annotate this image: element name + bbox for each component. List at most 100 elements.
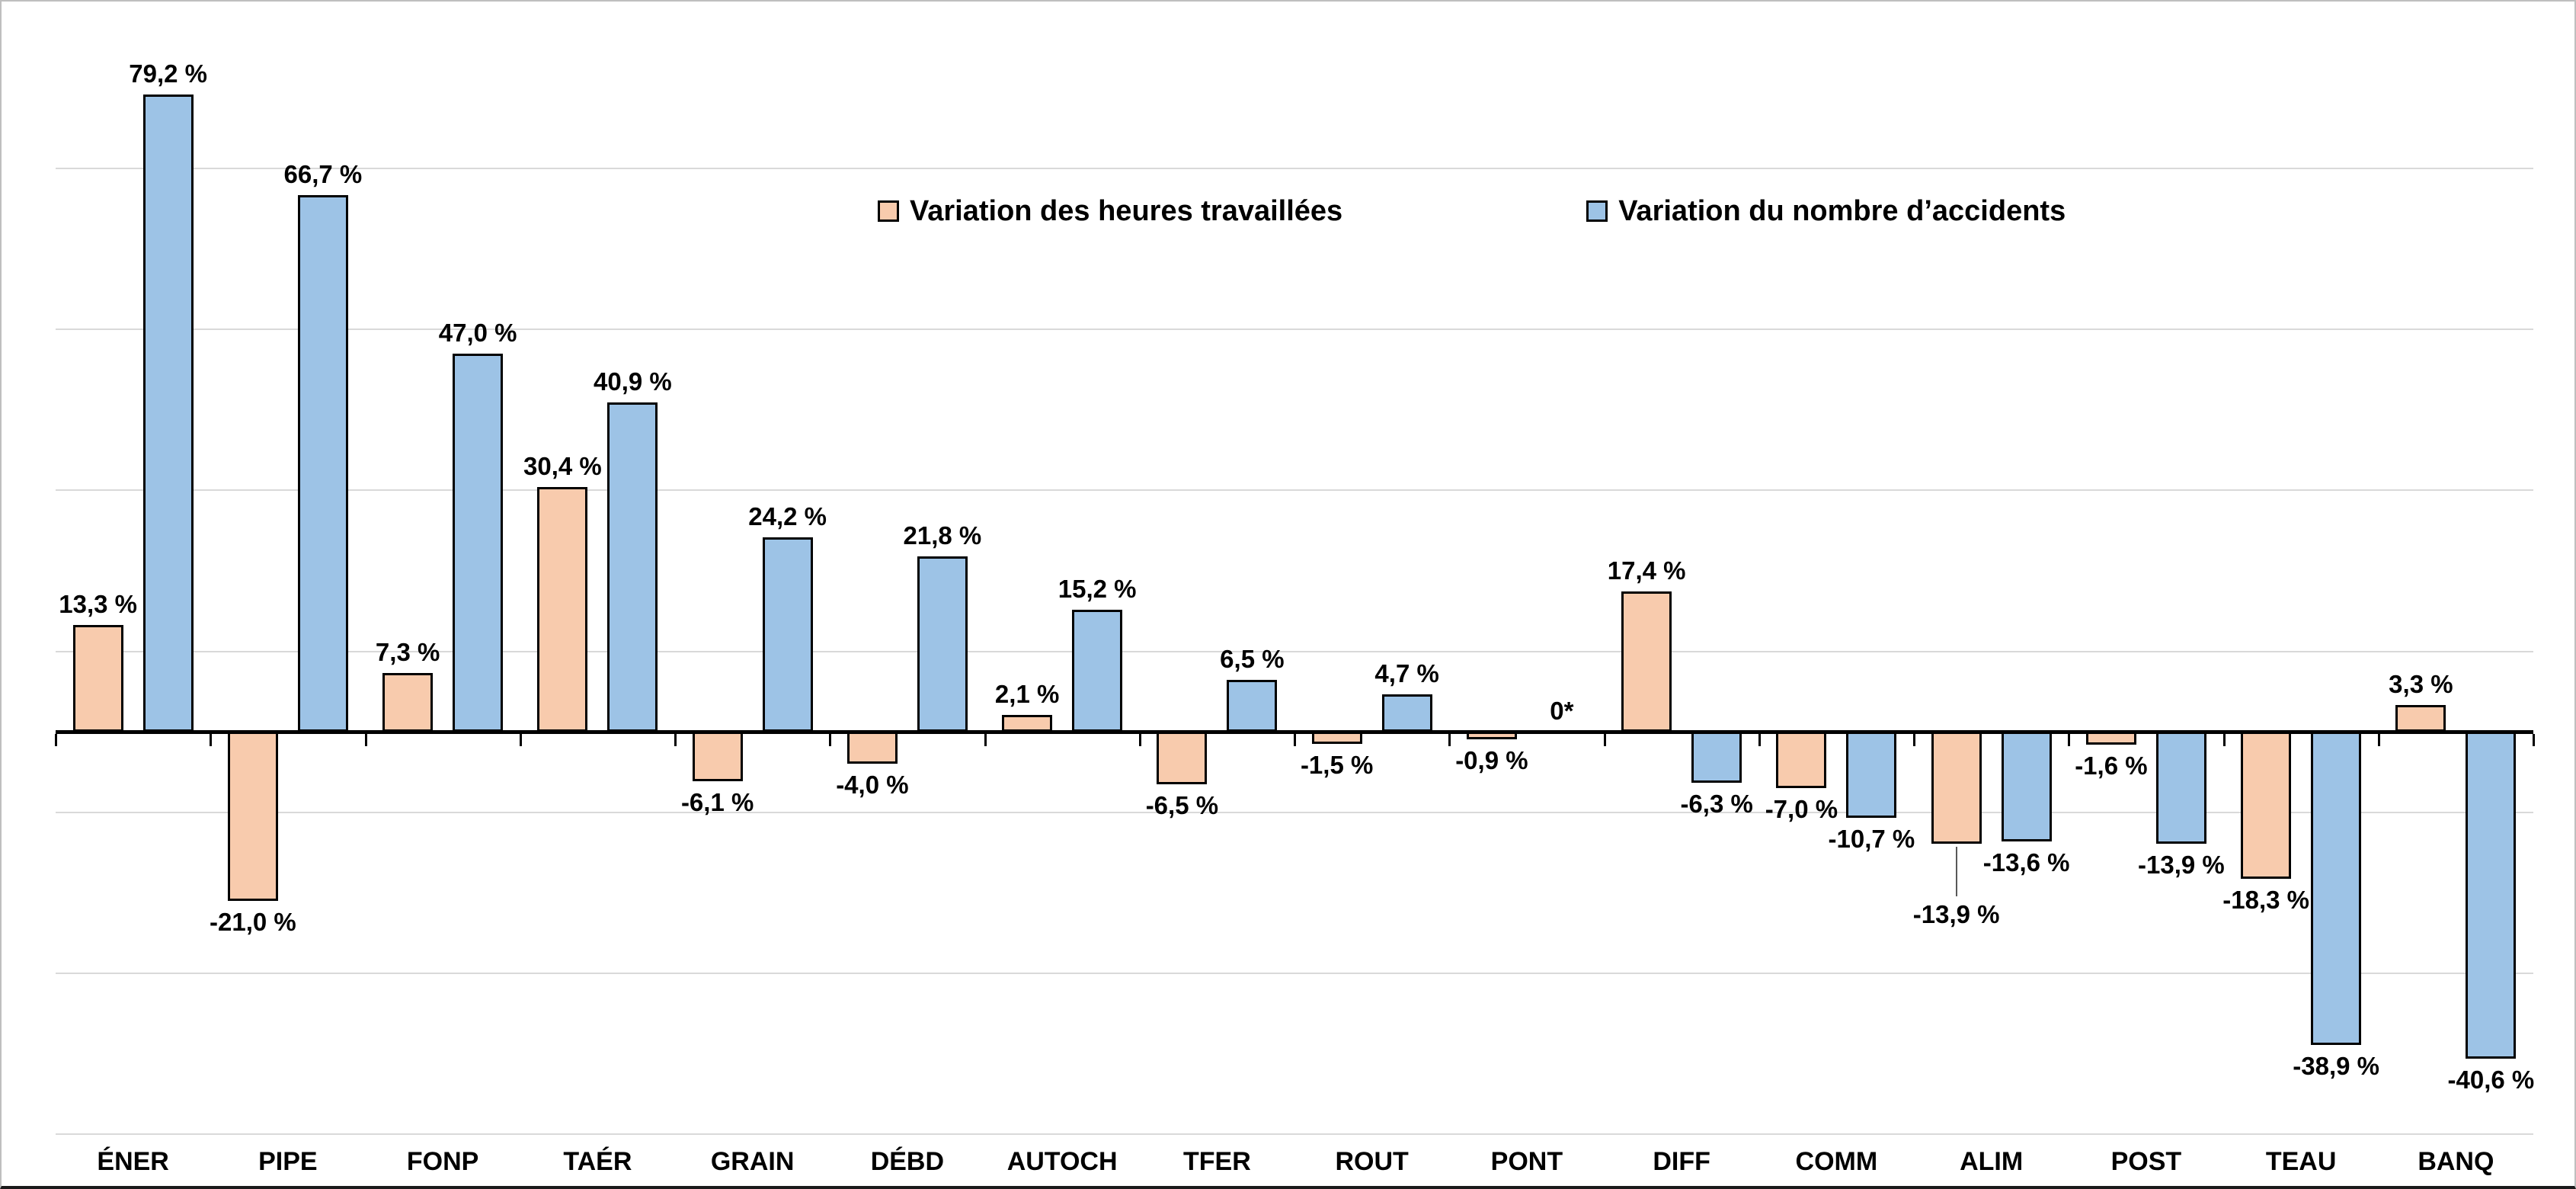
bar	[2311, 732, 2362, 1045]
data-label: 17,4 %	[1607, 556, 1686, 585]
axis-tick	[364, 734, 367, 747]
category-label: FONP	[406, 1147, 479, 1176]
data-label: 40,9 %	[594, 367, 672, 396]
bar	[1002, 714, 1053, 732]
data-label: -0,9 %	[1455, 745, 1528, 774]
data-label: -40,6 %	[2447, 1065, 2535, 1094]
axis-tick	[2068, 734, 2071, 747]
category-label: ALIM	[1960, 1147, 2024, 1176]
data-label: 2,1 %	[994, 679, 1060, 708]
bar	[297, 194, 348, 732]
bar	[382, 673, 434, 732]
axis-tick	[984, 734, 987, 747]
bar	[846, 732, 898, 764]
axis-tick	[210, 734, 213, 747]
bar	[1311, 732, 1362, 744]
data-label: 3,3 %	[2389, 670, 2453, 699]
data-label: -21,0 %	[210, 907, 296, 936]
data-label: -13,9 %	[2138, 850, 2225, 879]
category-label: PIPE	[258, 1147, 318, 1176]
bar	[1381, 694, 1432, 732]
category-label: POST	[2110, 1147, 2182, 1176]
bar	[1931, 732, 1982, 844]
data-label: -6,1 %	[680, 787, 754, 816]
axis-tick	[2222, 734, 2226, 747]
data-label: -4,0 %	[836, 771, 909, 800]
gridline	[56, 489, 2533, 492]
bar	[2085, 732, 2136, 745]
category-label: AUTOCH	[1006, 1147, 1118, 1176]
bar	[607, 402, 658, 732]
bar	[2395, 705, 2446, 732]
gridline	[56, 1133, 2533, 1135]
bar	[537, 487, 588, 732]
data-label: -1,6 %	[2075, 752, 2148, 780]
data-label: 15,2 %	[1058, 574, 1137, 603]
data-label: -10,7 %	[1828, 825, 1915, 854]
axis-tick	[674, 734, 677, 747]
gridline	[56, 811, 2533, 813]
leader-line	[1955, 846, 1957, 896]
data-label: 0*	[1550, 697, 1574, 726]
bar	[2155, 732, 2206, 844]
data-label: -7,0 %	[1765, 795, 1838, 824]
bar	[1691, 732, 1742, 783]
axis-tick	[519, 734, 522, 747]
legend-label-hours: Variation des heures travaillées	[910, 195, 1343, 227]
data-label: 21,8 %	[903, 521, 982, 550]
category-label: DIFF	[1653, 1147, 1710, 1176]
bar	[692, 732, 743, 781]
data-label: -13,6 %	[1982, 848, 2070, 877]
data-label: -1,5 %	[1300, 750, 1374, 779]
category-label: GRAIN	[710, 1147, 795, 1176]
data-label: -18,3 %	[2222, 886, 2309, 915]
axis-tick	[1758, 734, 1761, 747]
data-label: 79,2 %	[129, 59, 207, 88]
bar	[72, 624, 123, 732]
bar	[2001, 732, 2052, 841]
data-label: 66,7 %	[283, 159, 363, 188]
bar	[453, 353, 504, 732]
bar	[1072, 609, 1123, 732]
bar	[1776, 732, 1827, 789]
bar	[227, 732, 278, 901]
data-label: 4,7 %	[1374, 659, 1439, 687]
data-label: 7,3 %	[375, 638, 440, 667]
axis-tick	[55, 734, 57, 747]
bar	[142, 95, 194, 732]
axis-tick	[1448, 734, 1451, 747]
data-label: -6,5 %	[1145, 790, 1219, 819]
bar	[1466, 732, 1517, 739]
bar	[2466, 732, 2517, 1059]
axis-tick	[2533, 734, 2535, 747]
x-axis-line	[56, 730, 2533, 735]
category-label: ROUT	[1335, 1147, 1409, 1176]
axis-tick	[1138, 734, 1141, 747]
axis-tick	[1294, 734, 1296, 747]
bar	[2241, 732, 2292, 880]
axis-tick	[829, 734, 832, 747]
axis-tick	[1913, 734, 1915, 747]
bar	[1157, 732, 1208, 784]
data-label: 47,0 %	[438, 318, 517, 347]
data-label: 24,2 %	[748, 502, 827, 530]
legend-item-hours: Variation des heures travaillées	[878, 194, 1342, 229]
legend-swatch-accidents-icon	[1586, 200, 1608, 222]
data-label: -6,3 %	[1680, 789, 1753, 818]
category-label: PONT	[1490, 1147, 1563, 1176]
data-label: -13,9 %	[1912, 899, 2000, 928]
data-label: -38,9 %	[2293, 1051, 2379, 1080]
bar	[1621, 591, 1672, 732]
category-label: TFER	[1182, 1147, 1251, 1176]
axis-tick	[1603, 734, 1606, 747]
legend-item-accidents: Variation du nombre d’accidents	[1586, 194, 2066, 229]
legend-label-accidents: Variation du nombre d’accidents	[1618, 195, 2066, 227]
data-label: 13,3 %	[59, 589, 137, 618]
legend-swatch-hours-icon	[878, 200, 899, 222]
category-label: TAÉR	[563, 1147, 632, 1176]
bar	[1227, 679, 1278, 732]
data-label: 30,4 %	[523, 452, 602, 481]
category-label: TEAU	[2265, 1147, 2337, 1176]
